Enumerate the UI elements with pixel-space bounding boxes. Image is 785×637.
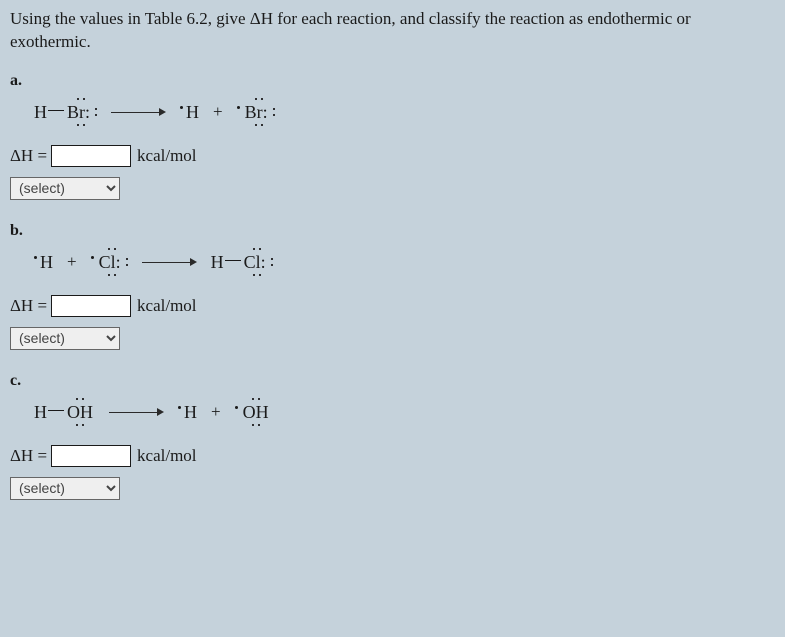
reaction-arrow-icon: [111, 107, 166, 117]
product-hcl: H Cl:: [211, 252, 273, 273]
unit-label: kcal/mol: [137, 296, 196, 316]
deltaH-label: ΔH =: [10, 296, 47, 316]
unit-label: kcal/mol: [137, 146, 196, 166]
unit-label: kcal/mol: [137, 446, 196, 466]
classification-select-c[interactable]: (select): [10, 477, 120, 500]
atom-cl: Cl:: [242, 253, 273, 271]
equation-b: H + Cl: H Cl:: [34, 252, 775, 273]
atom-h: H: [34, 402, 47, 422]
part-b: b. H + Cl: H Cl: ΔH = kcal/mol (select): [10, 222, 775, 350]
plus-sign: +: [211, 402, 221, 422]
equation-c: H OH H + OH: [34, 402, 775, 423]
atom-br: Br:: [65, 103, 97, 121]
reaction-arrow-icon: [109, 407, 164, 417]
part-b-label: b.: [10, 222, 775, 240]
product-oh-radical: OH: [235, 402, 271, 423]
atom-h: H: [211, 252, 224, 272]
product-h-radical: H: [178, 402, 197, 423]
product-h-radical: H: [180, 102, 199, 123]
instruction-text: Using the values in Table 6.2, give ΔH f…: [10, 8, 770, 54]
part-a: a. H Br: H + Br: ΔH = kcal/mol (select): [10, 72, 775, 200]
classification-select-b[interactable]: (select): [10, 327, 120, 350]
equation-a: H Br: H + Br:: [34, 102, 775, 123]
plus-sign: +: [67, 252, 77, 272]
deltaH-row-c: ΔH = kcal/mol: [10, 445, 775, 467]
reaction-arrow-icon: [142, 257, 197, 267]
reactant-cl-radical: Cl:: [91, 252, 128, 273]
deltaH-label: ΔH =: [10, 146, 47, 166]
part-c-label: c.: [10, 372, 775, 390]
atom-oh: OH: [65, 403, 95, 421]
atom-h: H: [34, 102, 47, 122]
deltaH-row-a: ΔH = kcal/mol: [10, 145, 775, 167]
deltaH-label: ΔH =: [10, 446, 47, 466]
reactant-hoh: H OH: [34, 402, 95, 423]
deltaH-input-c[interactable]: [51, 445, 131, 467]
part-c: c. H OH H + OH ΔH = kcal/mol (select): [10, 372, 775, 500]
plus-sign: +: [213, 102, 223, 122]
reactant-h-radical: H: [34, 252, 53, 273]
classification-select-a[interactable]: (select): [10, 177, 120, 200]
product-br-radical: Br:: [237, 102, 275, 123]
part-a-label: a.: [10, 72, 775, 90]
deltaH-input-b[interactable]: [51, 295, 131, 317]
reactant-a: H Br:: [34, 102, 97, 123]
deltaH-input-a[interactable]: [51, 145, 131, 167]
deltaH-row-b: ΔH = kcal/mol: [10, 295, 775, 317]
